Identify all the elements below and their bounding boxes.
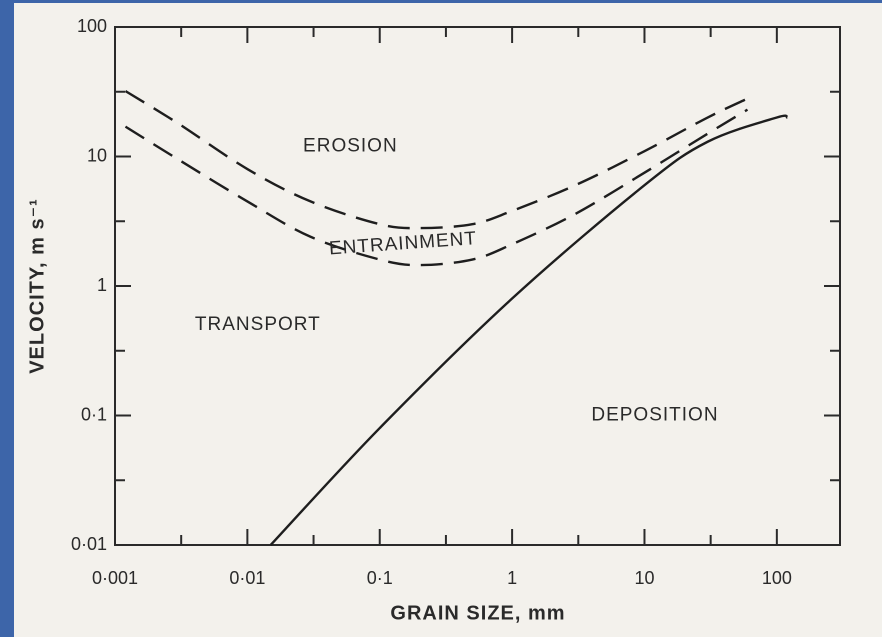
curve [124, 90, 748, 230]
x-tick-label: 0·001 [92, 568, 138, 588]
y-tick-label: 0·01 [71, 534, 107, 554]
y-axis-title: VELOCITY, m s⁻¹ [26, 198, 48, 374]
paper [14, 3, 882, 637]
x-tick-label: 0·01 [229, 568, 265, 588]
x-tick-label: 0·1 [367, 568, 393, 588]
region-label: EROSION [303, 135, 398, 156]
region-label: TRANSPORT [195, 314, 321, 335]
y-tick-label: 100 [77, 16, 107, 36]
y-tick-label: 0·1 [81, 404, 107, 424]
region-label: DEPOSITION [591, 405, 718, 426]
y-tick-label: 1 [97, 275, 107, 295]
x-tick-label: 100 [762, 568, 792, 588]
curve [269, 114, 789, 546]
x-axis-title: GRAIN SIZE, mm [390, 602, 565, 624]
x-tick-label: 10 [634, 568, 654, 588]
curve [124, 108, 749, 267]
x-tick-label: 1 [507, 568, 517, 588]
y-tick-label: 10 [87, 145, 107, 165]
